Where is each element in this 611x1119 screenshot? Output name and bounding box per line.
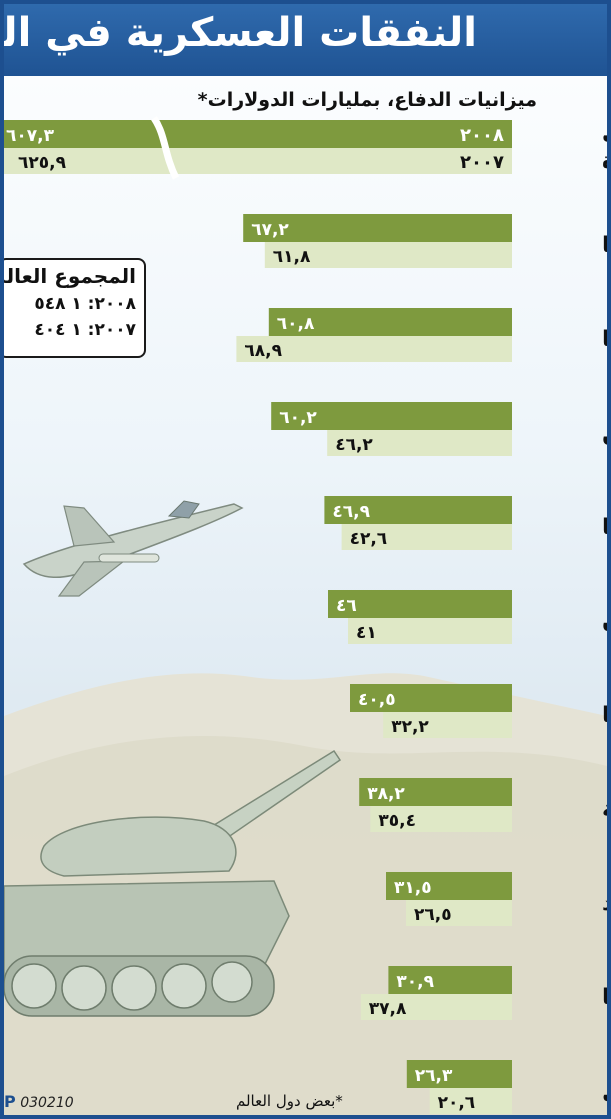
value-label-2008: ٤٦ — [336, 596, 357, 616]
bar-2007 — [236, 336, 512, 362]
value-label-2008: ٣٨,٢ — [367, 784, 405, 804]
bar-2008 — [359, 778, 512, 806]
category-label: البرازيل — [602, 1079, 607, 1104]
bar-2007 — [370, 806, 512, 832]
bar-2008 — [350, 684, 512, 712]
credit-brand: P — [4, 1092, 16, 1111]
value-label-2007: ٤١ — [356, 623, 377, 643]
bar-2008 — [268, 308, 512, 336]
world-total-2008: ٢٠٠٨: ١ ٥٤٨ — [34, 294, 136, 314]
category-label: الولايات — [602, 123, 607, 148]
chart-title: النفقات العسكرية في العالم — [2, 10, 477, 56]
value-label-2007: ٦٨,٩ — [244, 341, 282, 361]
value-label-2007: ٦١,٨ — [273, 247, 311, 267]
bar-2007 — [429, 1088, 512, 1114]
value-label-2007: ٣٢,٢ — [391, 717, 429, 737]
value-label-2007: ٤٢,٦ — [350, 529, 388, 549]
value-label-2007: ٣٧,٨ — [369, 999, 407, 1019]
bar-2008 — [324, 496, 512, 524]
bar-2007 — [4, 148, 512, 174]
bar-2008 — [4, 120, 512, 148]
fighter-jet-icon — [22, 500, 244, 597]
value-label-2008: ٣١,٥ — [394, 878, 432, 898]
category-label: روسيا — [602, 703, 607, 728]
category-label: اليابان — [602, 609, 607, 634]
category-label: السعودية — [602, 797, 607, 822]
header-band: النفقات العسكرية في العالم — [4, 4, 607, 76]
footnote: *بعض دول العالم — [236, 1092, 343, 1110]
bar-2008 — [243, 214, 512, 242]
bar-2007 — [264, 242, 512, 268]
category-label: ايطاليا — [602, 985, 607, 1010]
legend-2008: ٢٠٠٨ — [460, 125, 504, 146]
bar-2007 — [360, 994, 512, 1020]
category-label: فرنسا — [602, 233, 607, 258]
value-label-2008: ٤٦,٩ — [332, 502, 370, 522]
axis-break-mark — [151, 116, 180, 180]
bar-2007 — [327, 430, 512, 456]
category-label: المتحدة — [602, 149, 607, 174]
tank-icon — [4, 749, 342, 1017]
value-label-2008: ٢٦,٣ — [415, 1066, 453, 1086]
world-total-box: المجموع العالمي ٢٠٠٨: ١ ٥٤٨ ٢٠٠٧: ١ ٤٠٤ — [4, 258, 146, 358]
bar-2008 — [271, 402, 512, 430]
credit-code: 030210 — [20, 1095, 74, 1111]
value-label-2008: ٦٠,٢ — [279, 408, 317, 428]
value-label-2007: ٦٢٥,٩ — [18, 153, 67, 173]
bar-2007 — [341, 524, 512, 550]
source-credit: P 030210 — [4, 1092, 74, 1111]
bar-2007 — [383, 712, 512, 738]
value-label-2007: ٤٦,٢ — [335, 435, 373, 455]
value-label-2008: ٦٠,٨ — [277, 314, 315, 334]
bar-2008 — [406, 1060, 512, 1088]
value-label-2007: ٢٠,٦ — [438, 1093, 476, 1113]
chart-subtitle: ميزانيات الدفاع، بمليارات الدولارات* — [197, 89, 537, 111]
bar-2007 — [348, 618, 512, 644]
bar-2008 — [388, 966, 512, 994]
category-label: بريطانيا — [602, 327, 607, 352]
value-label-2008: ٣٠,٩ — [396, 972, 434, 992]
bar-2007 — [406, 900, 512, 926]
bar-2008 — [328, 590, 512, 618]
bar-chart: ٢٠٠٨ ٢٠٠٧ ٦٠٧,٣ ٦٢٥,٩ الولاياتالمتحدة ٦٧,٢ ٦١,… — [4, 116, 607, 1114]
value-label-2007: ٢٦,٥ — [414, 905, 452, 925]
value-label-2008: ٤٠,٥ — [358, 690, 396, 710]
world-total-2007: ٢٠٠٧: ١ ٤٠٤ — [34, 320, 136, 340]
category-label: الصين — [602, 421, 607, 446]
chart-panel: ميزانيات الدفاع، بمليارات الدولارات* ٢٠٠… — [4, 76, 607, 1115]
value-label-2008: ٦٠٧,٣ — [6, 126, 55, 146]
bar-2008 — [386, 872, 512, 900]
world-total-title: المجموع العالمي — [4, 264, 136, 288]
value-label-2008: ٦٧,٢ — [251, 220, 289, 240]
category-label: الهند — [602, 891, 607, 916]
legend-2007: ٢٠٠٧ — [460, 152, 504, 173]
category-label: المانيا — [602, 515, 607, 540]
value-label-2007: ٣٥,٤ — [378, 811, 416, 831]
